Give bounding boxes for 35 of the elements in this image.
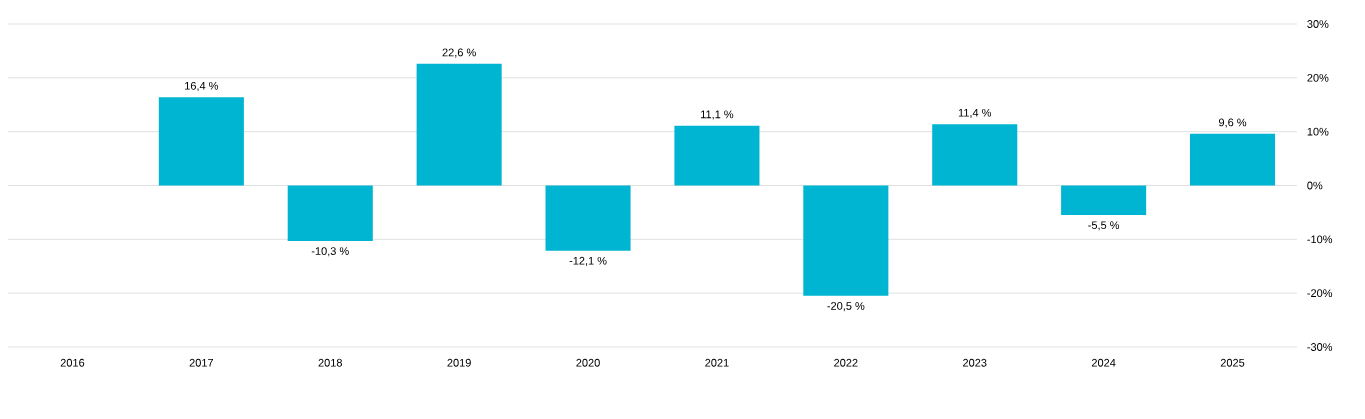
y-tick-label: 10% — [1307, 127, 1329, 136]
bar — [674, 125, 760, 186]
bar — [287, 185, 373, 241]
data-label: 9,6 % — [1218, 118, 1247, 128]
bar — [158, 97, 244, 186]
x-tick-label: 2018 — [318, 358, 342, 367]
x-tick-label: 2021 — [705, 358, 729, 367]
x-tick-label: 2016 — [60, 358, 85, 367]
y-tick-label: -10% — [1307, 235, 1333, 244]
bar — [545, 185, 631, 251]
data-label: 22,6 % — [442, 48, 476, 58]
x-tick-label: 2024 — [1091, 358, 1116, 367]
y-tick-label: 20% — [1307, 73, 1329, 82]
x-tick-label: 2022 — [834, 358, 858, 367]
data-label: 11,4 % — [958, 108, 992, 118]
bar — [1061, 185, 1147, 216]
bar — [416, 63, 502, 186]
y-tick-label: 30% — [1307, 20, 1329, 28]
y-tick-label: -30% — [1307, 343, 1333, 351]
data-label: -12,1 % — [569, 256, 607, 266]
data-label: -10,3 % — [311, 247, 349, 257]
y-tick-label: 0% — [1307, 181, 1323, 190]
x-tick-label: 2019 — [447, 358, 471, 367]
x-tick-label: 2023 — [963, 358, 987, 367]
data-label: 11,1 % — [701, 110, 734, 120]
data-label: -20,5 % — [827, 302, 865, 312]
bar — [1189, 133, 1276, 186]
x-tick-label: 2025 — [1220, 358, 1245, 367]
x-tick-label: 2017 — [189, 358, 214, 367]
data-label: 16,4 % — [185, 81, 219, 92]
x-tick-label: 2020 — [576, 358, 600, 367]
bar — [803, 185, 889, 296]
bar — [932, 124, 1018, 186]
y-tick-label: -20% — [1307, 289, 1333, 298]
data-label: -5,5 % — [1088, 221, 1120, 231]
